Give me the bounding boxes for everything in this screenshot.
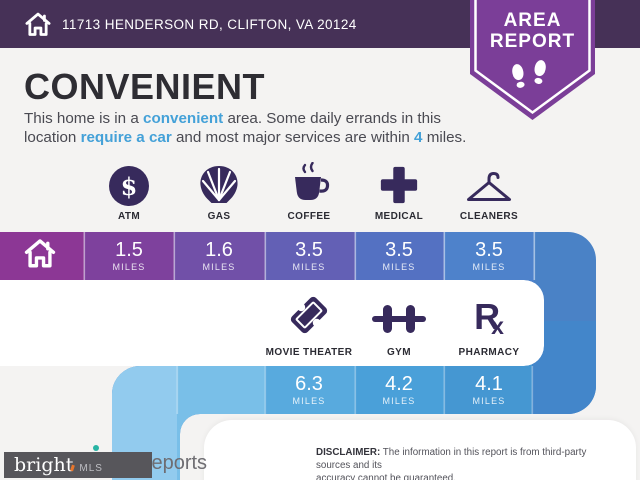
amenity-cleaners: CLEANERS bbox=[444, 162, 534, 222]
amenity-label: PHARMACY bbox=[458, 347, 520, 358]
amenity-coffee: COFFEE bbox=[264, 162, 354, 222]
distance-value: 4.1 bbox=[475, 373, 503, 395]
inner-panel bbox=[0, 280, 552, 366]
summary-text: and most major services are within bbox=[171, 129, 415, 146]
amenity-label: GAS bbox=[207, 211, 231, 222]
distance-cleaners: 3.5 MILES bbox=[444, 232, 534, 280]
disclaimer-line1: The information in this report is from t… bbox=[316, 447, 587, 471]
distance-unit: MILES bbox=[292, 262, 326, 272]
amenity-atm: $ ATM bbox=[84, 162, 174, 222]
distance-medical: 3.5 MILES bbox=[354, 232, 444, 280]
distance-gas: 1.6 MILES bbox=[174, 232, 264, 280]
badge-line2: REPORT bbox=[489, 31, 576, 52]
background-logo-dot bbox=[93, 445, 99, 451]
coffee-cup-icon bbox=[294, 162, 329, 200]
distance-value: 1.6 bbox=[205, 239, 233, 261]
disclaimer-line2: accuracy cannot be guaranteed. bbox=[316, 473, 456, 480]
dumbbell-icon bbox=[372, 305, 426, 333]
distance-coffee: 3.5 MILES bbox=[264, 232, 354, 280]
bright-mls-logo: bright MLS bbox=[4, 452, 152, 478]
distance-unit: MILES bbox=[202, 262, 236, 272]
home-icon bbox=[25, 12, 51, 36]
movie-ticket-icon bbox=[289, 295, 329, 335]
distance-value: 3.5 bbox=[475, 239, 503, 261]
background-reports-text: Reports bbox=[137, 452, 208, 474]
distance-pharmacy: 4.1 MILES bbox=[444, 366, 534, 414]
badge-line1: AREA bbox=[503, 10, 562, 31]
distance-unit: MILES bbox=[472, 396, 506, 406]
distance-unit: MILES bbox=[382, 396, 416, 406]
logo-suffix: MLS bbox=[79, 462, 103, 474]
amenity-gas: GAS bbox=[174, 162, 264, 222]
amenity-label: COFFEE bbox=[287, 211, 331, 222]
amenity-label: CLEANERS bbox=[459, 211, 519, 222]
hanger-icon bbox=[467, 172, 511, 201]
amenity-label: MEDICAL bbox=[374, 211, 424, 222]
property-address: 11713 HENDERSON RD, CLIFTON, VA 20124 bbox=[62, 16, 357, 32]
distance-unit: MILES bbox=[472, 262, 506, 272]
highlight-convenient: convenient bbox=[143, 110, 224, 127]
distance-unit: MILES bbox=[292, 396, 326, 406]
amenity-label: MOVIE THEATER bbox=[265, 347, 353, 358]
distance-value: 6.3 bbox=[295, 373, 323, 395]
band-home-icon bbox=[24, 239, 56, 268]
disclaimer-card bbox=[204, 420, 636, 480]
highlight-miles-count: 4 bbox=[414, 129, 423, 146]
distance-value: 3.5 bbox=[295, 239, 323, 261]
summary-text: area. Some daily errands in this bbox=[223, 110, 442, 127]
logo-wordmark: bright bbox=[14, 453, 74, 476]
amenity-label: ATM bbox=[117, 211, 141, 222]
distance-atm: 1.5 MILES bbox=[84, 232, 174, 280]
medical-cross-icon bbox=[380, 166, 418, 204]
amenity-movie-theater: MOVIE THEATER bbox=[254, 295, 364, 358]
distance-movie-theater: 6.3 MILES bbox=[264, 366, 354, 414]
amenity-gym: GYM bbox=[344, 296, 454, 358]
distance-value: 1.5 bbox=[115, 239, 143, 261]
summary-text: This home is in a bbox=[24, 110, 144, 127]
distance-value: 4.2 bbox=[385, 373, 413, 395]
footprints-icon bbox=[470, 59, 595, 106]
amenity-label: GYM bbox=[387, 347, 411, 358]
logo-accent-tick bbox=[70, 464, 76, 472]
highlight-require-a-car: require a car bbox=[80, 129, 172, 146]
distance-value: 3.5 bbox=[385, 239, 413, 261]
distance-unit: MILES bbox=[112, 262, 146, 272]
area-report-badge: AREA REPORT bbox=[470, 0, 595, 122]
summary-paragraph: This home is in a convenient area. Some … bbox=[24, 109, 466, 147]
gas-shell-icon bbox=[200, 166, 238, 203]
summary-text: location bbox=[24, 129, 81, 146]
amenity-medical: MEDICAL bbox=[354, 162, 444, 222]
distance-gym: 4.2 MILES bbox=[354, 366, 444, 414]
distance-unit: MILES bbox=[382, 262, 416, 272]
page-title: CONVENIENT bbox=[24, 66, 266, 107]
disclaimer-text: DISCLAIMER: The information in this repo… bbox=[316, 446, 622, 480]
summary-text: miles. bbox=[422, 129, 467, 146]
atm-dollar-icon: $ bbox=[109, 166, 149, 206]
disclaimer-label: DISCLAIMER: bbox=[316, 447, 381, 458]
